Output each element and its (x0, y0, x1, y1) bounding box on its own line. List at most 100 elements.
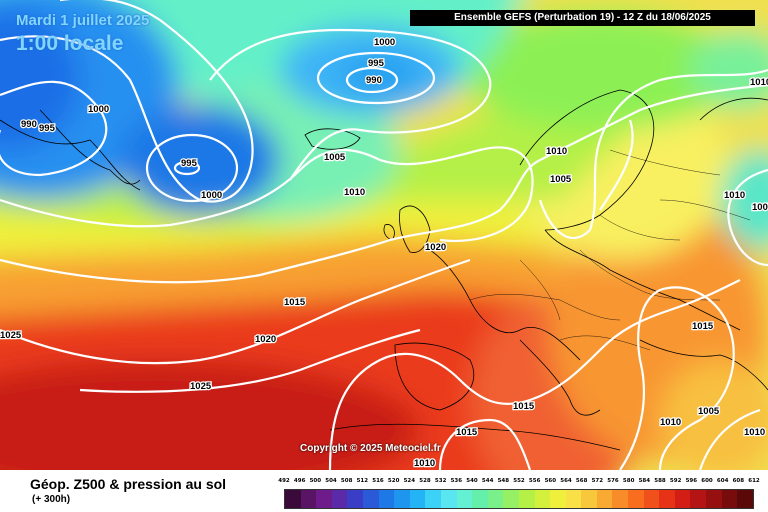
legend-swatch (362, 490, 379, 508)
legend-label: 560 (544, 478, 557, 484)
legend-swatch (487, 490, 504, 508)
legend-label: 520 (387, 478, 400, 484)
legend-swatch (331, 490, 348, 508)
legend-label: 536 (450, 478, 463, 484)
legend-swatch (409, 490, 426, 508)
isobar-label: 1010 (414, 458, 435, 469)
legend-swatch (659, 490, 675, 508)
isobar-label: 1025 (0, 330, 22, 341)
legend-swatch (581, 490, 597, 508)
color-legend: 492 496 500 504 508 512 516 520 524 528 532 536 540 5… (278, 478, 760, 510)
legend-labels: 492 496 500 504 508 512 516 520 524 528 532 536 540 5… (278, 478, 759, 488)
legend-swatch (440, 490, 457, 508)
country-borders (469, 149, 751, 351)
isobar-label: 1010 (546, 146, 567, 157)
legend-label: 588 (654, 478, 666, 484)
forecast-lead: (+ 300h) (32, 494, 71, 505)
legend-swatch (394, 490, 410, 508)
isobar-label: 1020 (255, 334, 276, 345)
isobar-label: 1005 (752, 202, 768, 213)
legend-label: 612 (748, 478, 760, 484)
isobar-label: 1000 (201, 190, 222, 201)
legend-swatch (503, 490, 519, 508)
legend-label: 596 (685, 478, 698, 484)
legend-swatch (378, 490, 395, 508)
isobar-labels: 1000 995 990 995 1000 990 995 1000 1005 … (0, 36, 768, 470)
legend-swatch (706, 490, 722, 508)
isobar-label: 1015 (284, 297, 306, 308)
legend-label: 516 (372, 478, 384, 484)
legend-label: 492 (278, 478, 290, 484)
legend-label: 496 (293, 478, 306, 484)
legend-swatch (300, 490, 317, 508)
isobar-label: 995 (181, 158, 198, 169)
legend-swatch (550, 490, 566, 508)
legend-label: 524 (403, 478, 416, 484)
isobar-label: 1010 (744, 427, 765, 438)
isobar-label: 1010 (750, 77, 768, 88)
legend-swatch (612, 490, 629, 508)
isobar-label: 995 (39, 123, 56, 134)
legend-swatch (425, 490, 441, 508)
map-title: Géop. Z500 & pression au sol (30, 476, 227, 492)
run-info-banner: Ensemble GEFS (Perturbation 19) - 12 Z d… (410, 10, 755, 26)
legend-label: 592 (669, 478, 682, 484)
legend-swatch (596, 490, 613, 508)
isobar-label: 1025 (190, 381, 212, 392)
forecast-date: Mardi 1 juillet 2025 (16, 12, 150, 29)
legend-label: 604 (716, 478, 729, 484)
legend-swatch (628, 490, 644, 508)
legend-swatch (721, 490, 738, 508)
legend-label: 508 (340, 478, 353, 484)
legend-label: 584 (638, 478, 651, 484)
isobar-label: 1010 (344, 187, 365, 198)
legend-label: 500 (309, 478, 322, 484)
isobar-label: 1010 (724, 190, 745, 201)
weather-map: 1000 995 990 995 1000 990 995 1000 1005 … (0, 0, 768, 470)
footer: Géop. Z500 & pression au sol (+ 300h) 49… (0, 470, 768, 512)
isobar-label: 1015 (456, 427, 478, 438)
isobars (0, 0, 768, 470)
legend-swatch (472, 490, 488, 508)
isobar-label: 1005 (550, 174, 572, 185)
legend-label: 600 (701, 478, 713, 484)
legend-colorbar (284, 489, 754, 509)
isobar-label: 1005 (698, 406, 720, 417)
legend-label: 540 (466, 478, 478, 484)
isobar-label: 990 (366, 75, 382, 86)
legend-label: 528 (419, 478, 431, 484)
legend-label: 576 (607, 478, 619, 484)
copyright-notice: Copyright © 2025 Meteociel.fr (300, 443, 441, 454)
geopotential-field (0, 0, 768, 470)
isobar-label: 1010 (660, 417, 681, 428)
legend-label: 572 (591, 478, 604, 484)
isobar-label: 995 (368, 58, 385, 69)
isobar-label: 1000 (374, 37, 395, 48)
isobar-label: 1015 (513, 401, 535, 412)
legend-label: 504 (325, 478, 337, 484)
legend-swatch (456, 490, 473, 508)
legend-swatch (347, 490, 363, 508)
legend-label: 544 (481, 478, 494, 484)
legend-label: 532 (434, 478, 447, 484)
legend-label: 580 (622, 478, 635, 484)
legend-label: 564 (560, 478, 572, 484)
legend-swatch (285, 490, 301, 508)
legend-label: 512 (356, 478, 369, 484)
legend-label: 608 (732, 478, 745, 484)
legend-label: 552 (513, 478, 525, 484)
legend-swatch (674, 490, 691, 508)
legend-swatch (643, 490, 660, 508)
legend-swatch (534, 490, 551, 508)
legend-label: 548 (497, 478, 510, 484)
isobar-label: 1020 (425, 242, 446, 253)
legend-swatch (737, 490, 753, 508)
legend-swatch (690, 490, 707, 508)
isobar-label: 1015 (692, 321, 714, 332)
isobar-label: 1005 (324, 152, 346, 163)
isobar-label: 1000 (88, 104, 109, 115)
legend-label: 556 (528, 478, 541, 484)
legend-label: 568 (575, 478, 588, 484)
local-time: 1:00 locale (16, 32, 124, 55)
legend-swatch (565, 490, 582, 508)
